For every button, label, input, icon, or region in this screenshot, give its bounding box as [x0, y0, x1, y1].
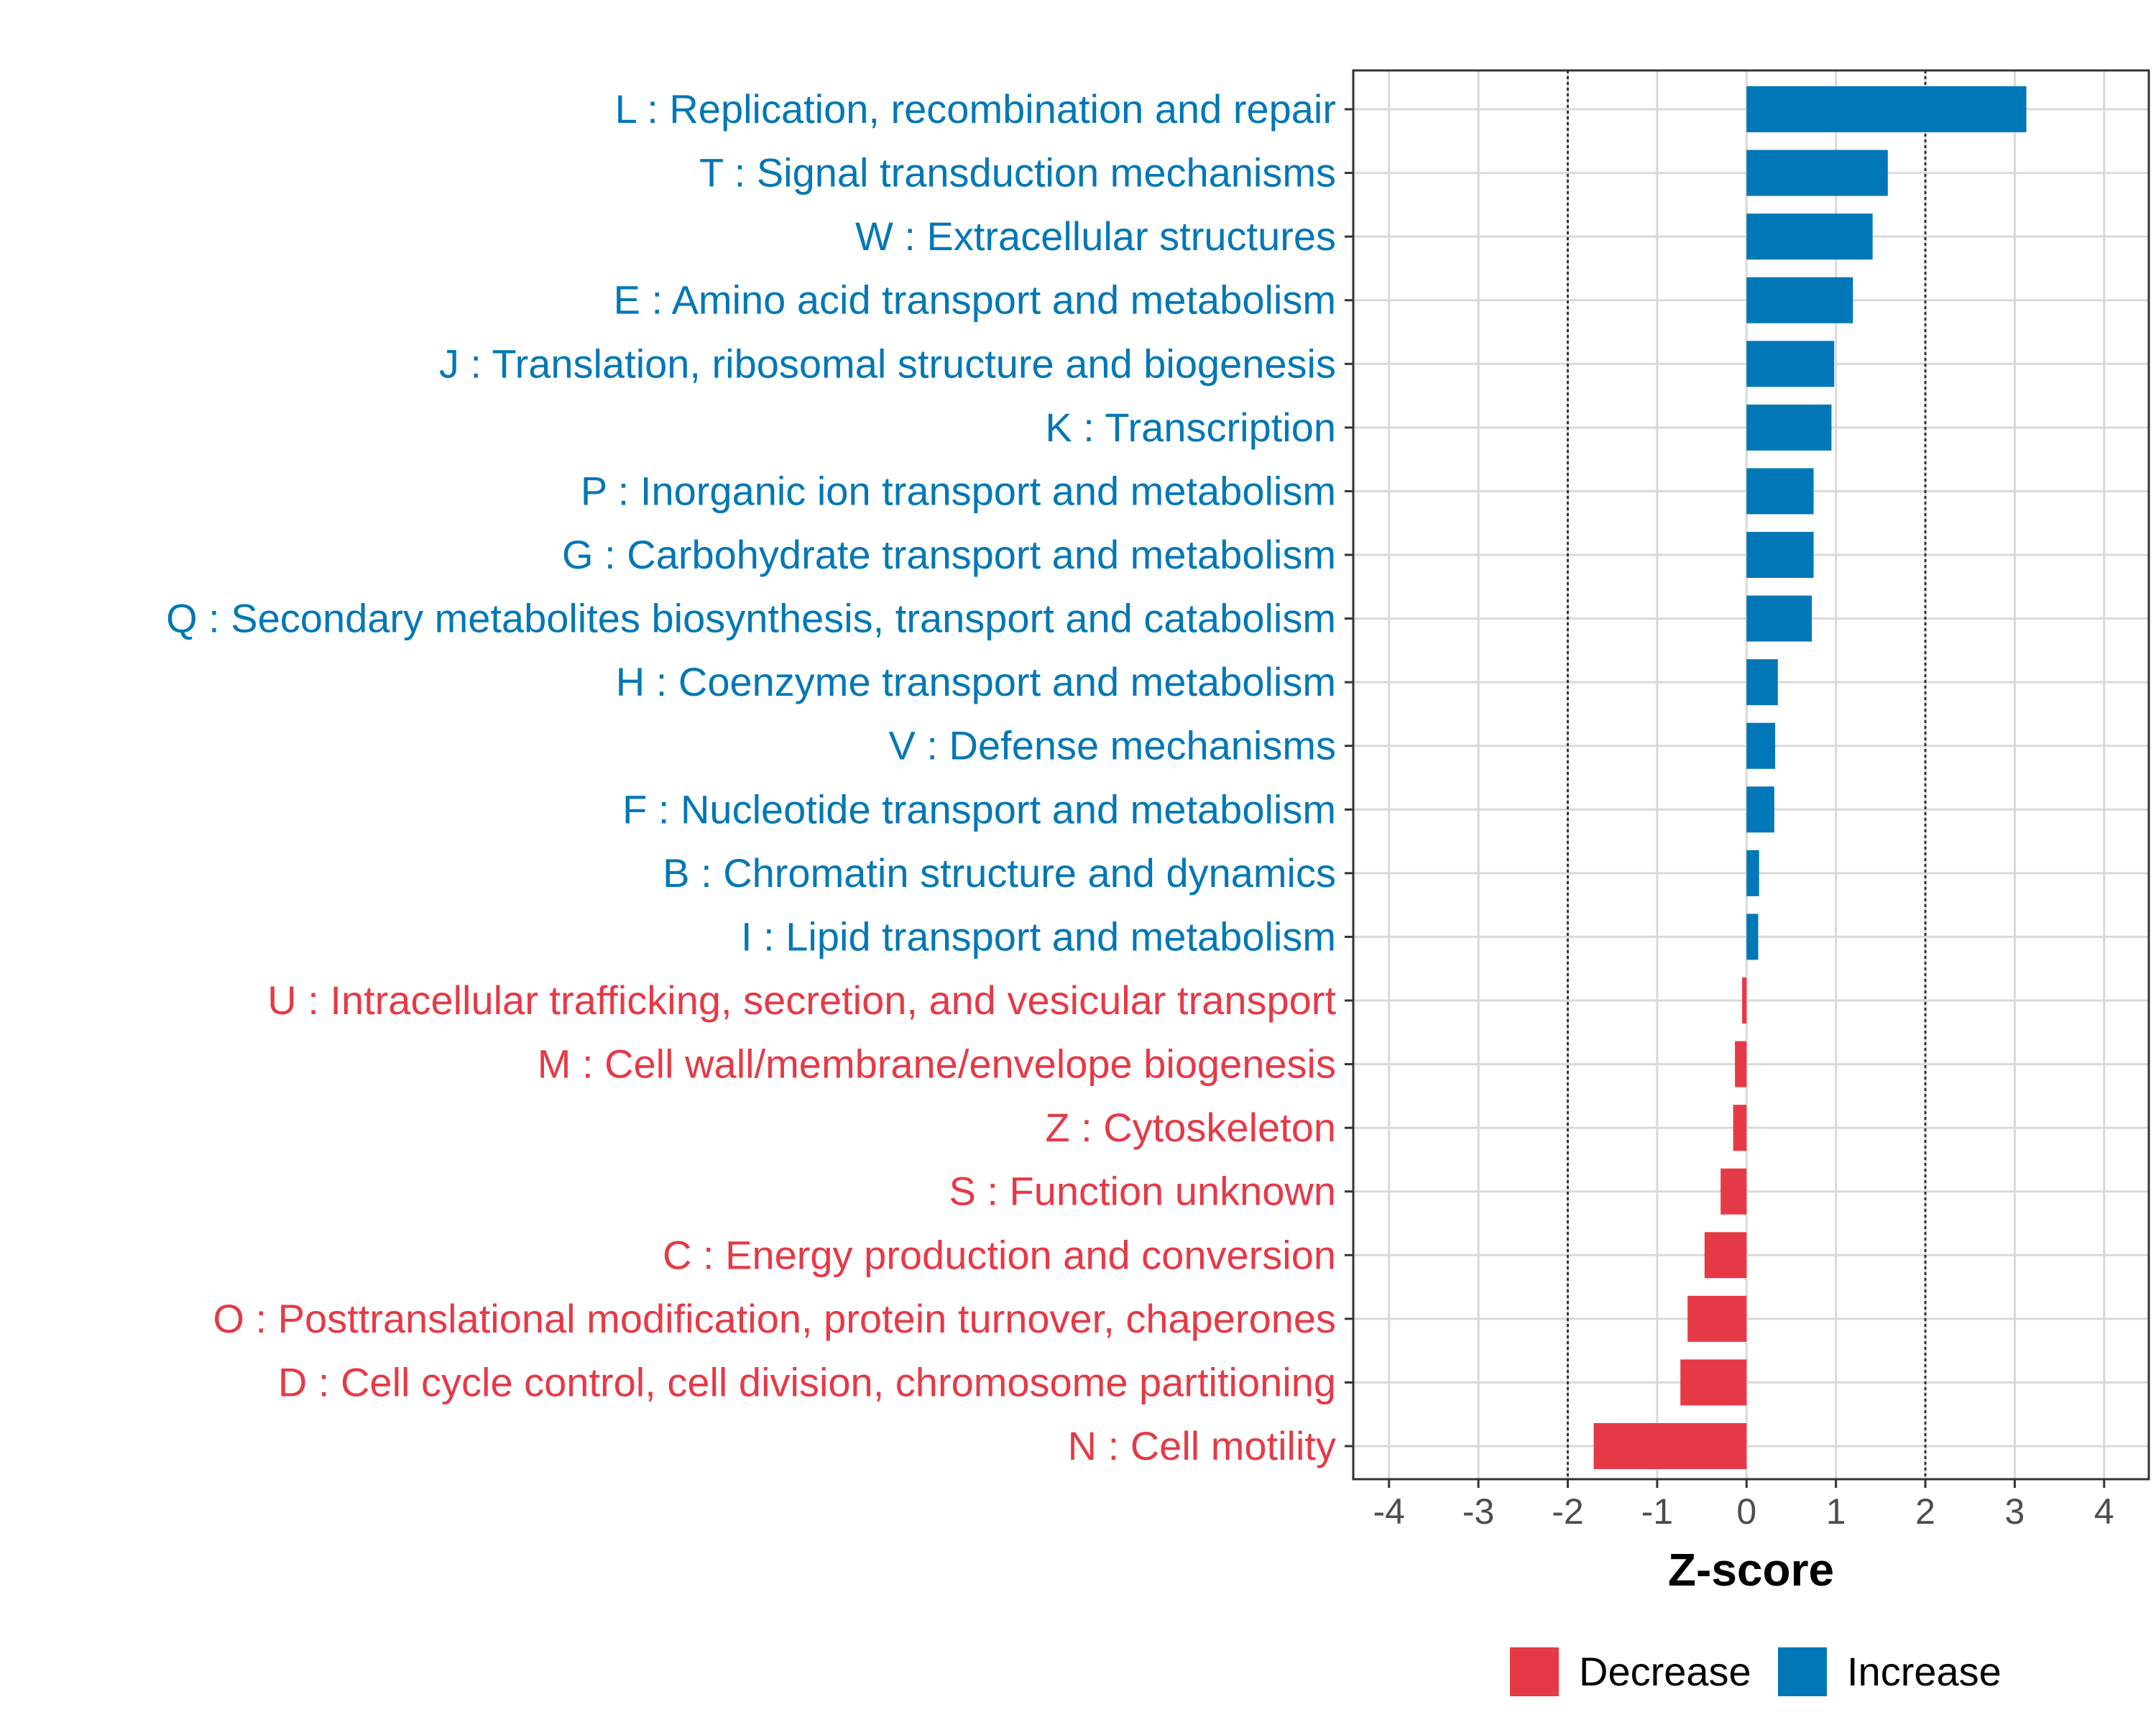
category-label-16: Z : Cytoskeleton: [1045, 1105, 1336, 1150]
bar-20: [1680, 1359, 1747, 1406]
legend-swatch-increase: [1778, 1647, 1827, 1696]
x-tick-label-7: 3: [2005, 1491, 2025, 1532]
legend-label-decrease: Decrease: [1579, 1649, 1751, 1694]
bar-17: [1720, 1168, 1747, 1215]
x-axis-title: Z-score: [1668, 1544, 1834, 1596]
category-label-14: U : Intracellular trafficking, secretion…: [267, 978, 1336, 1023]
x-tick-label-5: 1: [1826, 1491, 1846, 1532]
category-label-15: M : Cell wall/membrane/envelope biogenes…: [538, 1041, 1336, 1087]
category-label-13: I : Lipid transport and metabolism: [741, 914, 1336, 959]
category-label-11: F : Nucleotide transport and metabolism: [622, 786, 1336, 832]
bar-10: [1746, 722, 1776, 769]
bar-6: [1746, 468, 1814, 515]
category-label-10: V : Defense mechanisms: [889, 723, 1336, 768]
x-tick-label-6: 2: [1915, 1491, 1935, 1532]
y-axis-ticks: [1345, 108, 1353, 1448]
bar-19: [1687, 1295, 1747, 1342]
bar-21: [1593, 1423, 1747, 1469]
category-label-7: G : Carbohydrate transport and metabolis…: [562, 532, 1336, 577]
reference-lines: [1567, 70, 1927, 1479]
x-tick-label-3: -1: [1641, 1491, 1673, 1532]
x-tick-label-4: 0: [1736, 1491, 1756, 1532]
category-label-4: J : Translation, ribosomal structure and…: [439, 341, 1336, 386]
category-label-6: P : Inorganic ion transport and metaboli…: [581, 468, 1336, 513]
bar-18: [1704, 1232, 1747, 1279]
x-tick-labels: -4 -3 -2 -1 0 1 2 3 4: [1373, 1491, 2114, 1532]
x-tick-label-8: 4: [2094, 1491, 2114, 1532]
bar-9: [1746, 659, 1778, 706]
category-label-19: O : Posttranslational modification, prot…: [213, 1296, 1336, 1341]
bar-16: [1733, 1105, 1747, 1151]
category-label-21: N : Cell motility: [1068, 1423, 1336, 1468]
bar-0: [1746, 86, 2027, 132]
bars: [1593, 86, 2027, 1469]
category-label-12: B : Chromatin structure and dynamics: [663, 850, 1336, 896]
bar-13: [1746, 914, 1759, 960]
category-label-5: K : Transcription: [1045, 405, 1336, 450]
bar-7: [1746, 532, 1814, 578]
category-label-20: D : Cell cycle control, cell division, c…: [278, 1359, 1336, 1404]
category-label-18: C : Energy production and conversion: [663, 1232, 1336, 1277]
category-label-9: H : Coenzyme transport and metabolism: [616, 659, 1336, 704]
category-label-0: L : Replication, recombination and repai…: [615, 86, 1336, 132]
x-axis-ticks: [1388, 1479, 2106, 1488]
category-labels: L : Replication, recombination and repai…: [166, 86, 1336, 1468]
legend-swatch-decrease: [1510, 1647, 1559, 1696]
bar-8: [1746, 595, 1812, 642]
category-label-3: E : Amino acid transport and metabolism: [614, 277, 1336, 323]
bar-2: [1746, 213, 1873, 260]
x-tick-label-2: -2: [1552, 1491, 1583, 1532]
bar-12: [1746, 850, 1759, 896]
legend-label-increase: Increase: [1847, 1649, 2001, 1694]
legend: Decrease Increase: [1510, 1647, 2001, 1696]
x-tick-label-0: -4: [1373, 1491, 1405, 1532]
plot-panel-border: [1352, 69, 2150, 1481]
bar-11: [1746, 786, 1774, 833]
bar-4: [1746, 341, 1835, 387]
bar-1: [1746, 150, 1888, 196]
bar-5: [1746, 404, 1832, 451]
bar-14: [1742, 978, 1747, 1024]
category-label-17: S : Function unknown: [949, 1169, 1336, 1214]
category-label-1: T : Signal transduction mechanisms: [699, 150, 1336, 196]
category-label-8: Q : Secondary metabolites biosynthesis, …: [166, 596, 1336, 641]
bar-3: [1746, 277, 1853, 323]
category-label-2: W : Extracellular structures: [855, 213, 1336, 259]
bar-15: [1735, 1041, 1747, 1087]
x-tick-label-1: -3: [1462, 1491, 1494, 1532]
